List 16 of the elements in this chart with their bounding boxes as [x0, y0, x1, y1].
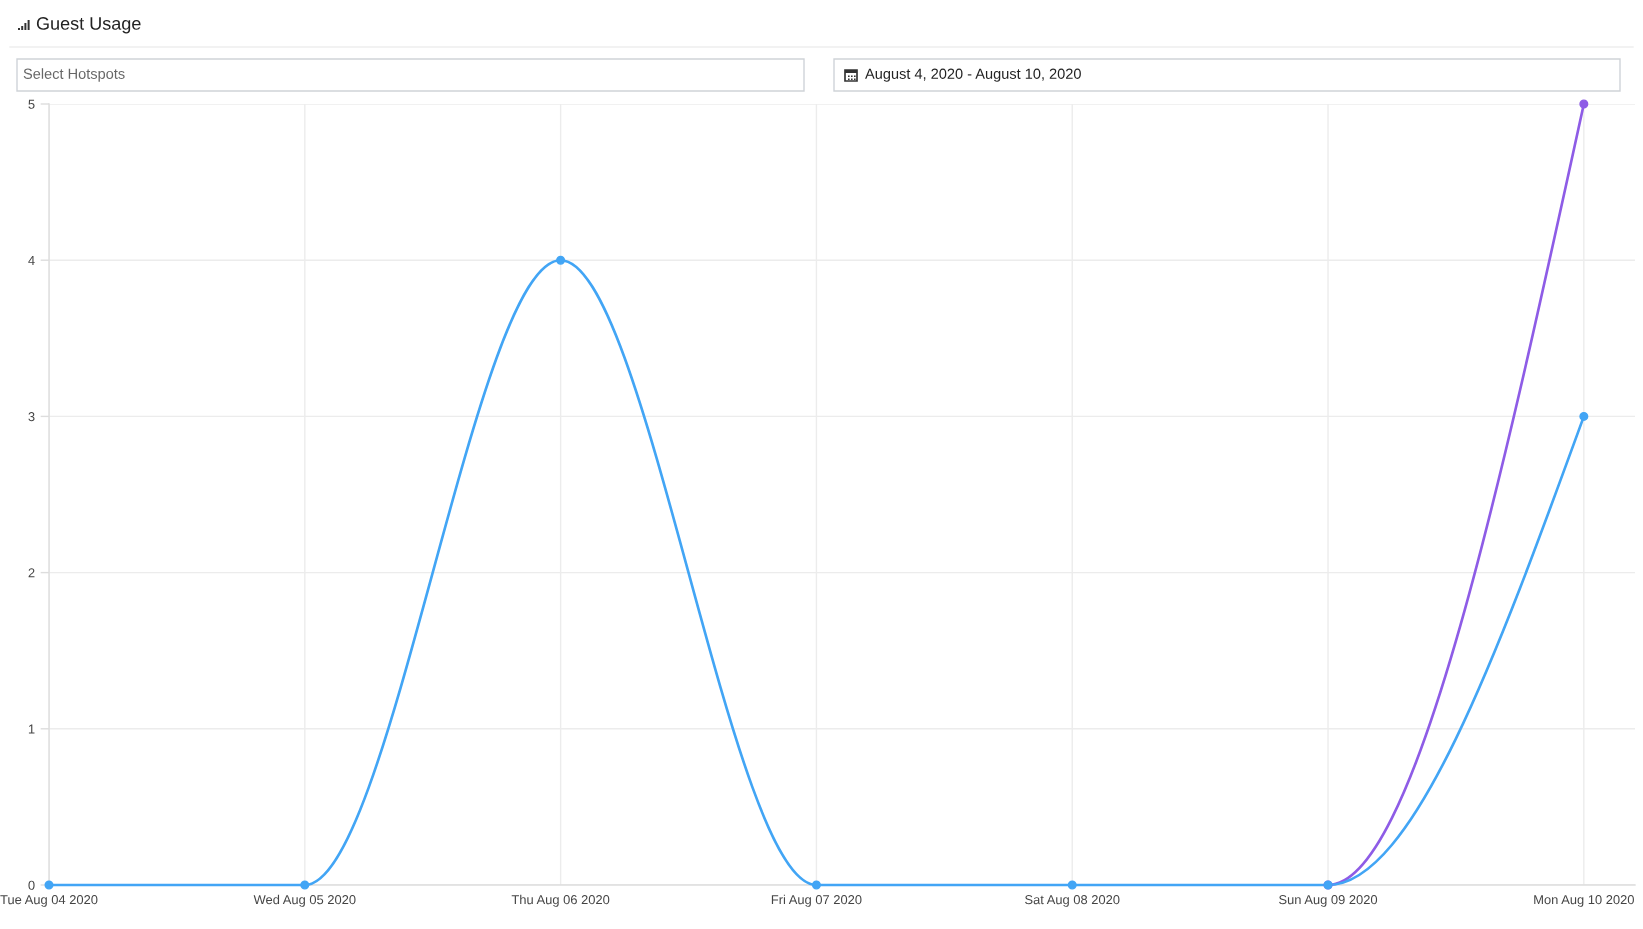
y-tick-label: 0 [28, 880, 35, 890]
x-tick-label: Thu Aug 06 2020 [511, 894, 610, 907]
text: Select Hotspots [23, 68, 125, 82]
x-tick-label: Mon Aug 10 2020 [1534, 895, 1634, 907]
y-tick-label: 3 [28, 412, 35, 422]
y-tick-label: 5 [28, 99, 35, 109]
x-tick-label: Wed Aug 05 2020 [253, 894, 356, 907]
text: August 4, 2020 - August 10, 2020 [865, 68, 1081, 82]
chart-title: Guest Usage [36, 17, 141, 34]
x-tick-label: Sun Aug 09 2020 [1279, 895, 1378, 907]
x-tick-label: Tue Aug 04 2020 [0, 895, 98, 907]
x-tick-label: Sat Aug 08 2020 [1025, 895, 1120, 907]
x-tick-label: Fri Aug 07 2020 [771, 894, 862, 907]
y-tick-label: 2 [28, 568, 35, 578]
y-tick-label: 1 [28, 724, 35, 734]
y-tick-label: 4 [28, 255, 35, 265]
